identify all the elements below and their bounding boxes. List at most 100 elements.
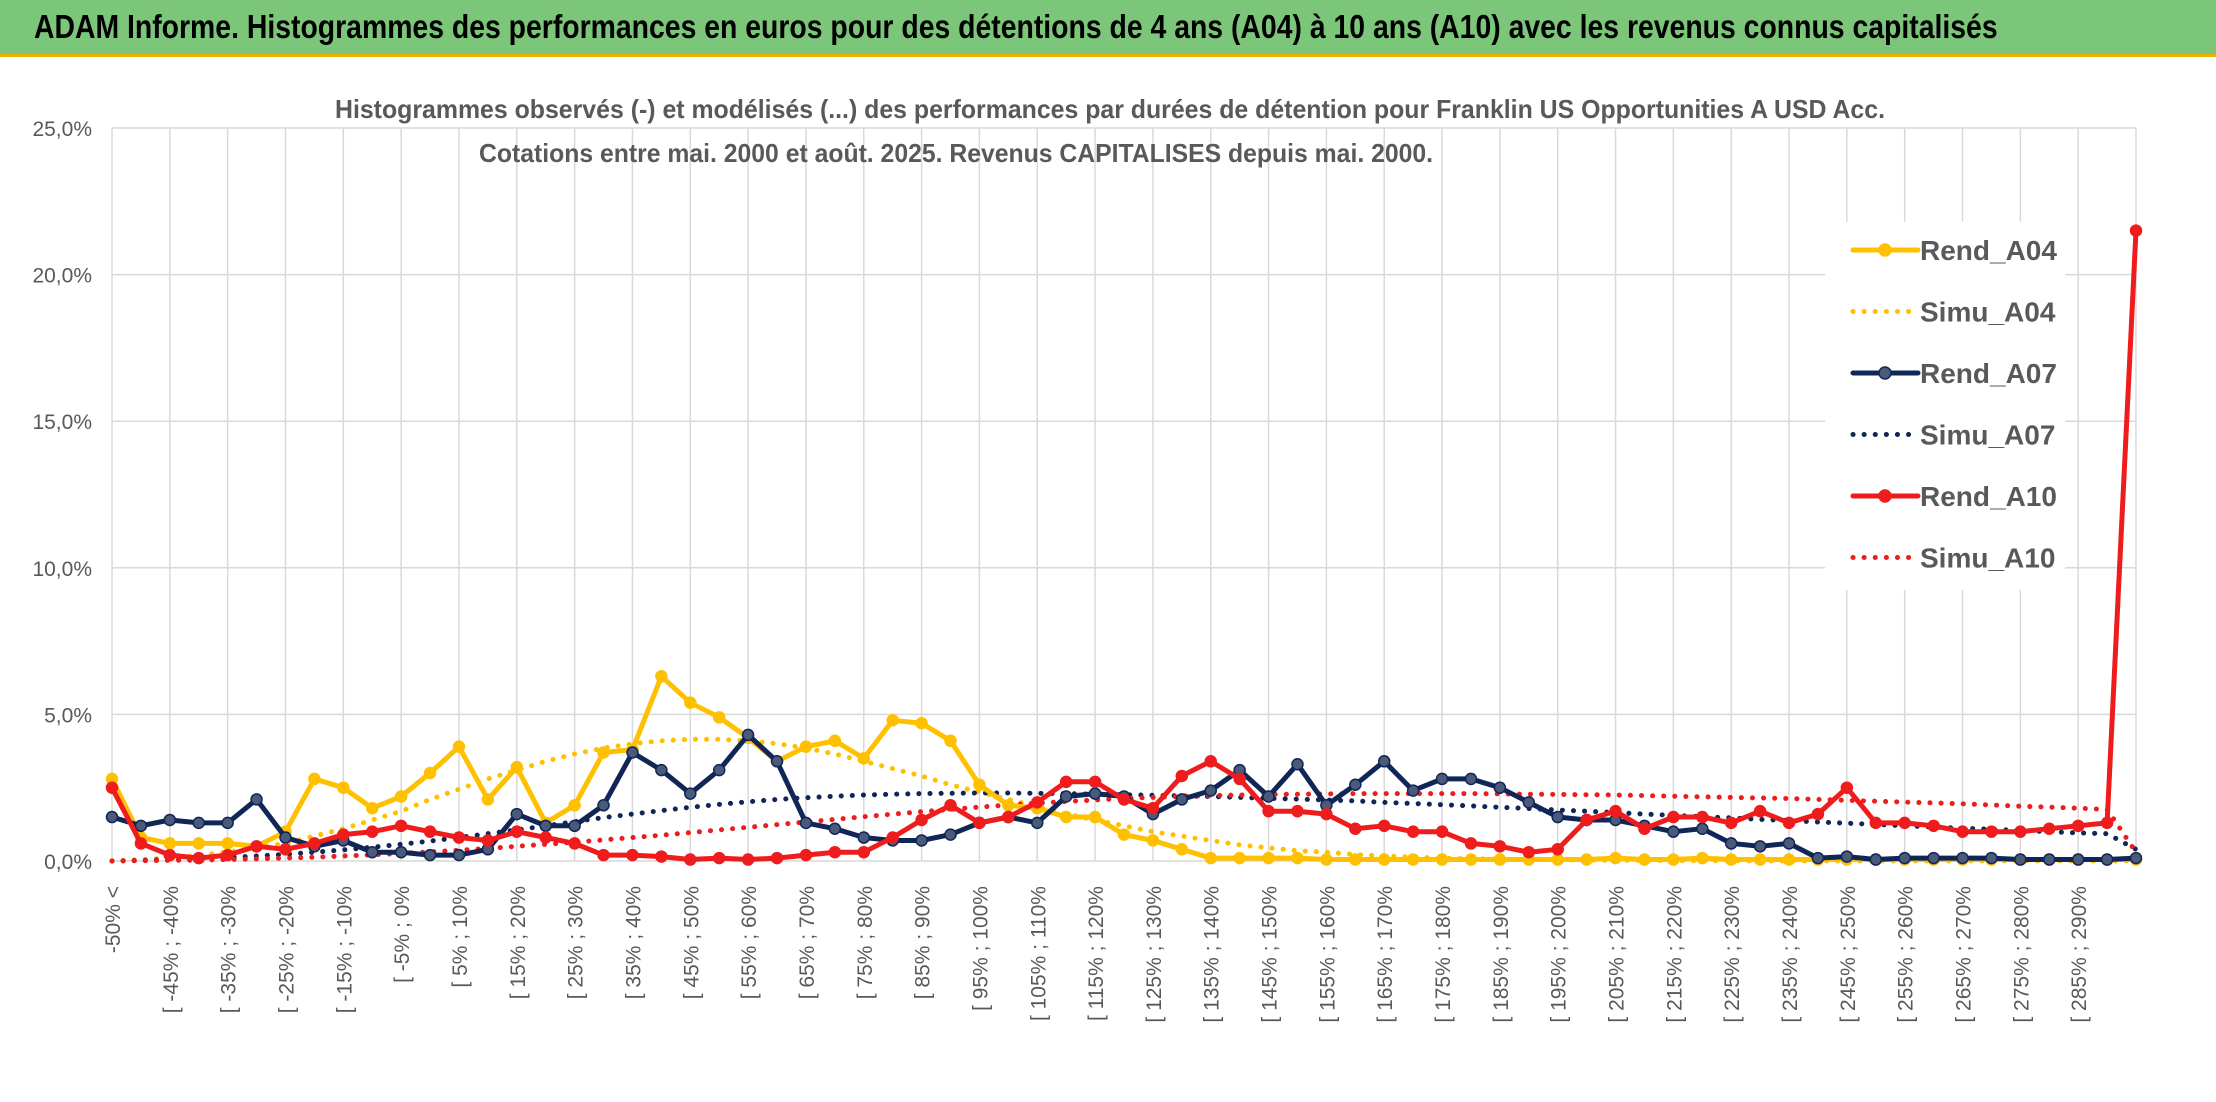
data-point-rend_a07	[279, 831, 292, 844]
data-point-rend_a07	[1753, 840, 1767, 853]
data-point-rend_a10	[712, 851, 726, 865]
data-point-rend_a07	[2071, 853, 2085, 866]
data-point-rend_a04	[1291, 851, 1304, 865]
x-tick-label: [ 285% ; 290%	[2068, 886, 2091, 1023]
data-point-rend_a04	[799, 740, 813, 753]
x-tick-label: [ 35% ; 40%	[622, 886, 645, 999]
data-point-rend_a07	[741, 728, 755, 742]
legend-marker-rend_a10	[1878, 489, 1892, 503]
series-layer	[105, 224, 2143, 866]
data-point-rend_a10	[2043, 822, 2056, 835]
x-tick-label: [ 175% ; 180%	[1432, 886, 1455, 1023]
data-point-rend_a07	[1724, 837, 1738, 850]
data-point-rend_a10	[510, 825, 524, 838]
data-point-rend_a07	[134, 819, 148, 833]
y-tick-label: 20,0%	[32, 265, 92, 288]
data-point-rend_a10	[452, 831, 466, 844]
data-point-rend_a10	[105, 781, 119, 794]
data-point-rend_a10	[1782, 816, 1796, 830]
data-point-rend_a07	[944, 828, 957, 841]
data-point-rend_a04	[828, 734, 842, 748]
x-tick-label: [ 25% ; 30%	[565, 886, 588, 999]
x-tick-label: [ 185% ; 190%	[1490, 886, 1513, 1023]
data-point-rend_a10	[1898, 816, 1911, 830]
legend-marker-rend_a07	[1878, 366, 1892, 380]
data-point-rend_a04	[886, 714, 899, 727]
data-point-rend_a10	[1724, 816, 1738, 830]
data-point-rend_a10	[799, 848, 813, 862]
data-point-rend_a07	[365, 845, 379, 859]
data-point-rend_a04	[1146, 834, 1160, 847]
x-tick-label: [ 275% ; 280%	[2010, 886, 2033, 1023]
data-point-rend_a04	[1724, 853, 1738, 866]
data-point-rend_a10	[1262, 804, 1275, 818]
data-point-rend_a07	[1435, 772, 1449, 786]
data-point-rend_a10	[1811, 807, 1825, 821]
report-banner: ADAM Informe. Histogrammes des performan…	[0, 0, 2216, 57]
x-tick-label: [ 45% ; 50%	[680, 886, 703, 999]
x-tick-label: [ 115% ; 120%	[1085, 886, 1108, 1021]
x-tick-label: [ 105% ; 110%	[1027, 886, 1050, 1021]
data-point-rend_a10	[1753, 804, 1767, 818]
data-point-rend_a07	[1088, 787, 1102, 800]
data-point-rend_a10	[741, 853, 755, 866]
data-point-rend_a10	[394, 819, 408, 833]
data-point-rend_a04	[1349, 853, 1362, 866]
data-point-rend_a07	[1927, 851, 1940, 865]
data-point-rend_a04	[163, 837, 177, 850]
x-tick-label: [ 165% ; 170%	[1374, 886, 1397, 1023]
data-point-rend_a07	[1667, 825, 1680, 838]
x-tick-label: [ 85% ; 90%	[912, 886, 935, 999]
x-tick-label: [ 55% ; 60%	[738, 886, 761, 999]
data-point-rend_a10	[308, 837, 321, 850]
chart-title: Histogrammes observés (-) et modélisés (…	[335, 94, 1885, 124]
data-point-rend_a10	[1002, 810, 1015, 824]
y-tick-label: 15,0%	[32, 411, 92, 434]
data-point-rend_a07	[452, 848, 466, 862]
x-tick-label: [ 235% ; 240%	[1779, 886, 1802, 1023]
data-point-rend_a10	[684, 853, 697, 866]
report-title: ADAM Informe. Histogrammes des performan…	[34, 8, 1998, 45]
data-point-rend_a07	[655, 763, 668, 777]
data-point-rend_a04	[1435, 853, 1449, 866]
data-point-rend_a10	[1840, 781, 1854, 794]
data-point-rend_a04	[1262, 851, 1275, 865]
x-tick-label: [ 225% ; 230%	[1721, 886, 1744, 1023]
data-point-rend_a04	[337, 781, 350, 794]
data-point-rend_a07	[597, 799, 610, 812]
y-tick-label: 5,0%	[44, 704, 92, 727]
data-point-rend_a04	[915, 716, 928, 730]
data-point-rend_a10	[2129, 224, 2143, 237]
data-point-rend_a07	[2043, 853, 2056, 866]
data-point-rend_a04	[1464, 853, 1478, 866]
data-point-rend_a07	[1262, 790, 1275, 803]
data-point-rend_a07	[1840, 850, 1854, 863]
data-point-rend_a07	[1551, 810, 1564, 824]
data-point-rend_a10	[1522, 845, 1536, 859]
x-tick-label: [ -45% ; -40%	[160, 886, 183, 1013]
data-point-rend_a07	[221, 816, 234, 830]
data-point-rend_a04	[308, 772, 321, 786]
data-point-rend_a04	[1551, 853, 1564, 866]
data-point-rend_a10	[1031, 796, 1044, 809]
data-point-rend_a04	[1782, 853, 1796, 866]
data-point-rend_a10	[1059, 775, 1073, 789]
data-point-rend_a07	[2129, 851, 2143, 865]
data-point-rend_a04	[452, 740, 466, 753]
x-tick-label: [ 65% ; 70%	[796, 886, 819, 999]
data-point-rend_a10	[1117, 793, 1131, 806]
data-point-rend_a10	[1580, 813, 1593, 827]
data-point-rend_a10	[857, 845, 871, 859]
data-point-rend_a10	[221, 848, 234, 862]
series-line-simu_a10	[109, 791, 2139, 864]
data-point-rend_a04	[1753, 853, 1767, 866]
data-point-rend_a10	[1927, 819, 1940, 833]
data-point-rend_a10	[365, 825, 379, 838]
y-axis: 0,0% 5,0% 10,0% 15,0% 20,0% 25,0%	[32, 118, 92, 874]
data-point-rend_a07	[1782, 837, 1796, 850]
data-point-rend_a10	[1667, 810, 1680, 824]
legend-label-rend_a10: Rend_A10	[1920, 481, 2057, 512]
data-point-rend_a07	[684, 787, 697, 800]
data-point-rend_a04	[597, 746, 610, 759]
